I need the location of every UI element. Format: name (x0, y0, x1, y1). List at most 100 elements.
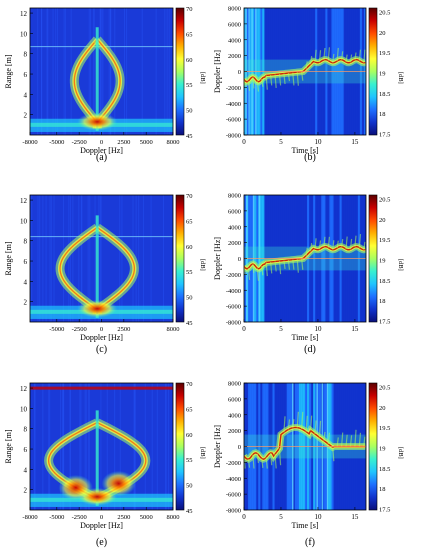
noise-stripe (119, 195, 121, 322)
plot-area (30, 383, 173, 510)
colorbar (368, 194, 378, 323)
noise-stripe (34, 383, 36, 510)
noise-stripe (167, 383, 169, 510)
noise-stripe (110, 8, 112, 135)
noise-stripe (57, 8, 59, 135)
noise-stripe (69, 383, 71, 510)
micro-doppler-spike (323, 47, 326, 60)
y-tick-label: 2 (24, 487, 28, 495)
micro-doppler-spike (283, 416, 286, 433)
colorbar-tick-label: 65 (186, 31, 193, 38)
x-axis-label: Doppler [Hz] (80, 521, 123, 530)
noise-stripe (106, 383, 108, 510)
noise-stripe (144, 383, 146, 510)
colorbar-unit: [dB] (397, 259, 404, 271)
colorbar (175, 7, 185, 136)
y-tick-label: -8000 (226, 508, 241, 515)
plot-area (244, 383, 366, 510)
noise-stripe (63, 8, 65, 135)
plot-area (30, 195, 173, 322)
micro-doppler-spike (309, 415, 313, 431)
colorbar-tick-label: 18 (379, 486, 386, 493)
colorbar-unit: [dB] (199, 259, 206, 271)
noise-stripe (93, 8, 95, 135)
noise-stripe (53, 195, 55, 322)
noise-stripe (84, 383, 86, 510)
micro-doppler-spike (341, 432, 344, 447)
noise-stripe (88, 8, 90, 135)
x-tick-label: 2500 (117, 514, 130, 521)
micro-doppler-spike (358, 432, 362, 447)
colorbar-tick-label: 18 (379, 298, 386, 305)
micro-doppler-spike (265, 457, 268, 469)
y-tick-label: 6 (24, 446, 28, 454)
y-axis-label: Doppler [Hz] (213, 237, 222, 280)
micro-doppler-spike (336, 240, 339, 249)
noise-stripe (87, 195, 89, 322)
y-tick-label: 8000 (228, 193, 241, 200)
y-axis-label: Range [m] (4, 54, 13, 88)
noise-stripe (100, 195, 102, 322)
noise-stripe (143, 195, 145, 322)
micro-doppler-spike (318, 420, 322, 438)
plot-area (30, 8, 173, 135)
leg-peak (58, 474, 93, 501)
noise-stripe (37, 8, 39, 135)
y-tick-label: -8000 (226, 320, 241, 327)
y-tick-label: 12 (20, 10, 28, 18)
micro-doppler-spike (332, 53, 335, 63)
noise-stripe (110, 8, 112, 135)
colorbar (368, 7, 378, 136)
noise-stripe (166, 8, 168, 135)
plot-area (244, 8, 366, 135)
y-axis-label: Range [m] (4, 429, 13, 463)
micro-doppler-spike (305, 415, 308, 432)
noise-stripe (52, 8, 54, 135)
micro-doppler-spike (327, 432, 330, 445)
x-axis-label: Time [s] (291, 146, 318, 155)
x-tick-label: 5000 (140, 139, 153, 146)
y-tick-label: -4000 (226, 101, 241, 108)
noise-stripe (30, 195, 32, 322)
colorbar-tick-label: 19.5 (379, 425, 390, 432)
x-tick-label: -5000 (49, 139, 64, 146)
micro-doppler-spike (354, 52, 357, 60)
noise-stripe (85, 383, 87, 510)
y-tick-label: 0 (238, 444, 241, 451)
micro-doppler-spike (305, 247, 308, 256)
panel-label: (f) (305, 537, 315, 548)
micro-doppler-spike (341, 239, 344, 247)
colorbar-tick-label: 18.5 (379, 278, 390, 285)
colorbar-tick-label: 17.5 (379, 131, 390, 138)
x-tick-label: -8000 (22, 139, 37, 146)
x-tick-label: -2500 (72, 326, 87, 333)
micro-doppler-spike (358, 49, 362, 61)
panel-a: 2 4 6 8 10 12 -8000 -5000 -2500 0 2500 5000 8000 Dopp… (4, 6, 206, 163)
x-tick-label: 2500 (117, 139, 130, 146)
noise-stripe (100, 383, 102, 510)
panel-label: (c) (96, 344, 107, 355)
x-tick-label: 8000 (167, 139, 180, 146)
torso-peak (77, 112, 118, 131)
colorbar-tick-label: 50 (186, 108, 193, 115)
micro-doppler-spike (345, 54, 348, 63)
y-tick-label: -2000 (226, 85, 241, 92)
colorbar-tick-label: 17.5 (379, 318, 390, 325)
y-tick-label: -6000 (226, 492, 241, 499)
noise-stripe (98, 195, 100, 322)
noise-stripe (72, 195, 74, 322)
x-tick-label: -5000 (49, 326, 64, 333)
colorbar-tick-label: 65 (186, 218, 193, 225)
micro-doppler-spike (345, 236, 348, 250)
micro-doppler-spike (296, 72, 299, 86)
micro-doppler-spike (336, 437, 339, 447)
y-tick-label: -4000 (226, 288, 241, 295)
micro-doppler-spike (301, 258, 304, 270)
doppler-peak (244, 245, 366, 270)
x-tick-label: 10 (314, 325, 322, 333)
micro-doppler-spike (292, 72, 295, 86)
noise-stripe (45, 195, 47, 322)
